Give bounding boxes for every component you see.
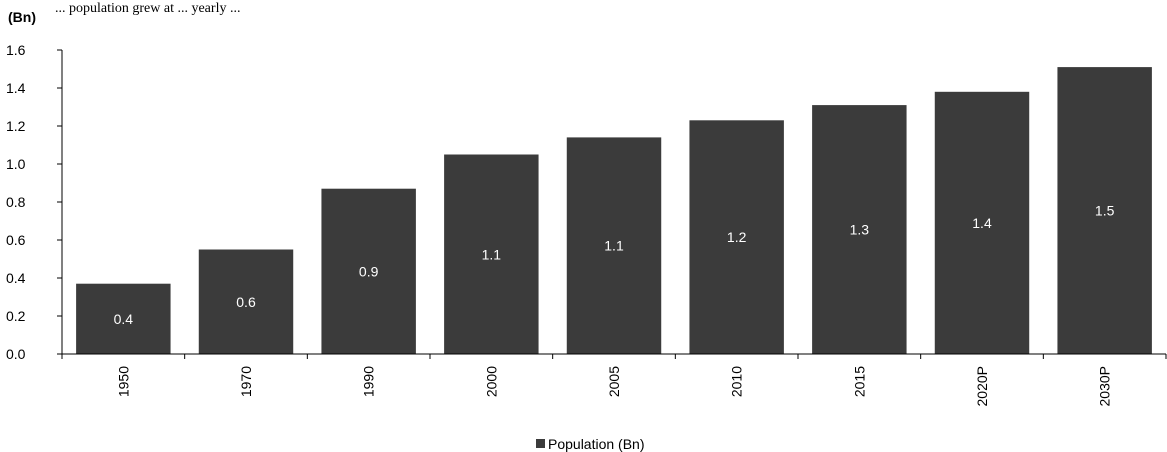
bar: [812, 105, 907, 354]
x-tick-label: 1950: [115, 366, 131, 397]
y-tick-label: 0.2: [6, 308, 26, 324]
y-tick-label: 1.2: [6, 118, 26, 134]
y-tick-label: 1.4: [6, 80, 26, 96]
bar: [566, 137, 662, 354]
legend-swatch: [536, 439, 545, 448]
legend: Population (Bn): [536, 436, 645, 452]
x-tick-label: 2005: [606, 366, 622, 397]
bar: [76, 283, 171, 354]
y-tick-label: 0.8: [6, 194, 26, 210]
y-tick-label: 1.0: [6, 156, 26, 172]
bar: [198, 249, 294, 354]
header-text: ... population grew at ... yearly ...: [55, 1, 240, 16]
x-axis: 1950 1970 1990 2000 2005 2010 2015 2020P 2030P: [61, 353, 1167, 406]
x-tick-label: 2030P: [1097, 366, 1113, 406]
x-tick-label: 2020P: [974, 366, 990, 406]
data-label: 1.5: [1095, 203, 1115, 219]
data-label: 1.3: [850, 222, 870, 238]
bars: 0.4 0.6 0.9 1.1 1.1 1.2 1.3 1.4 1.5: [76, 67, 1152, 355]
bar: [321, 188, 416, 354]
data-label: 1.2: [727, 229, 747, 245]
x-tick-label: 1970: [238, 366, 254, 397]
data-label: 0.6: [236, 294, 256, 310]
bar: [934, 91, 1030, 355]
data-label: 0.4: [114, 311, 134, 327]
y-tick-label: 0.4: [6, 270, 26, 286]
y-tick-label: 1.6: [6, 42, 26, 58]
y-tick-label: 0.0: [6, 346, 26, 362]
y-tick-label: 0.6: [6, 232, 26, 248]
bar: [444, 154, 539, 354]
data-label: 1.1: [482, 246, 502, 262]
x-tick-label: 1990: [361, 366, 377, 397]
x-tick-label: 2000: [483, 366, 499, 397]
legend-label: Population (Bn): [548, 436, 645, 452]
data-label: 0.9: [359, 263, 379, 279]
y-axis: 0.0 0.2 0.4 0.6 0.8 1.0 1.2 1.4 1.6: [6, 42, 63, 362]
x-tick-label: 2010: [729, 366, 745, 397]
data-label: 1.4: [972, 215, 992, 231]
bar: [689, 120, 784, 354]
x-tick-label: 2015: [851, 366, 867, 397]
data-label: 1.1: [604, 238, 624, 254]
bar: [1057, 67, 1152, 354]
y-unit-label: (Bn): [8, 9, 36, 25]
